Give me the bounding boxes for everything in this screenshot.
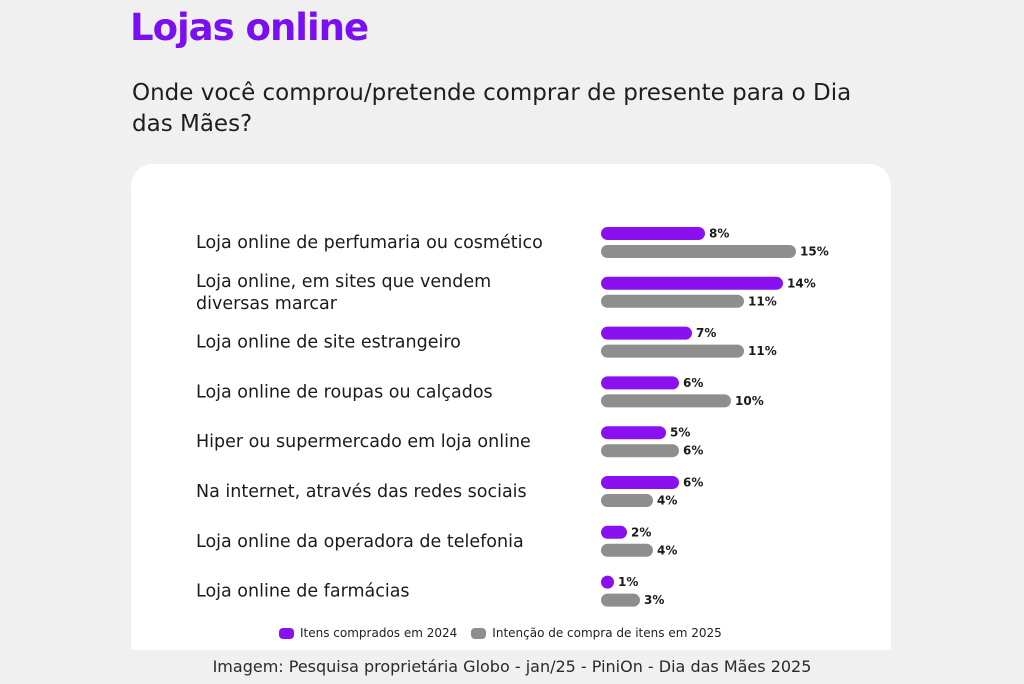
bar-2024 <box>601 525 627 539</box>
bar-2025 <box>601 344 744 358</box>
bar-2025 <box>601 444 679 458</box>
value-label-2024: 6% <box>683 376 703 390</box>
bar-2025 <box>601 245 796 258</box>
bar-2025 <box>601 543 653 557</box>
value-label-2024: 1% <box>618 575 638 589</box>
category-label: diversas marcar <box>196 294 338 314</box>
value-label-2025: 10% <box>735 394 764 408</box>
value-label-2025: 6% <box>683 444 703 458</box>
category-label: Loja online de farmácias <box>196 582 410 602</box>
category-label: Loja online de perfumaria ou cosmético <box>196 233 543 253</box>
value-label-2025: 4% <box>657 494 677 508</box>
legend-swatch-2025 <box>471 627 487 639</box>
page-title: Lojas online <box>130 6 369 49</box>
chart-legend: Itens comprados em 2024 Intenção de comp… <box>279 624 722 642</box>
value-label-2025: 15% <box>800 245 829 259</box>
chart-question: Onde você comprou/pretende comprar de pr… <box>132 80 852 137</box>
category-label: Loja online de roupas ou calçados <box>196 382 493 402</box>
legend-item-2024: Itens comprados em 2024 <box>279 626 457 640</box>
legend-item-2025: Intenção de compra de itens em 2025 <box>471 626 722 640</box>
bar-2024 <box>601 227 705 240</box>
value-label-2025: 11% <box>748 294 777 308</box>
value-label-2025: 4% <box>657 543 677 557</box>
bar-2025 <box>601 494 653 507</box>
value-label-2025: 11% <box>748 344 777 358</box>
value-label-2024: 6% <box>683 476 703 490</box>
category-label: Hiper ou supermercado em loja online <box>196 432 531 452</box>
value-label-2024: 2% <box>631 525 651 539</box>
bar-2025 <box>601 294 744 308</box>
category-label: Loja online de site estrangeiro <box>196 333 461 353</box>
image-caption: Imagem: Pesquisa proprietária Globo - ja… <box>212 657 812 676</box>
value-label-2025: 3% <box>644 593 664 607</box>
legend-label-2025: Intenção de compra de itens em 2025 <box>492 626 722 640</box>
category-label: Loja online da operadora de telefonia <box>196 532 524 552</box>
bar-2025 <box>601 593 640 607</box>
value-label-2024: 8% <box>709 227 729 241</box>
category-label: Loja online, em sites que vendem <box>196 272 491 292</box>
value-label-2024: 7% <box>696 326 716 340</box>
value-label-2024: 5% <box>670 426 690 440</box>
bar-2024 <box>601 326 692 340</box>
bar-2024 <box>601 476 679 489</box>
legend-swatch-2024 <box>279 627 294 639</box>
category-label: Na internet, através das redes sociais <box>196 482 527 502</box>
bar-2025 <box>601 394 731 408</box>
bar-2024 <box>601 426 666 440</box>
bar-2024 <box>601 376 679 390</box>
bar-2024 <box>601 575 614 589</box>
value-label-2024: 14% <box>787 276 816 290</box>
bar-2024 <box>601 276 783 290</box>
legend-label-2024: Itens comprados em 2024 <box>300 626 458 640</box>
